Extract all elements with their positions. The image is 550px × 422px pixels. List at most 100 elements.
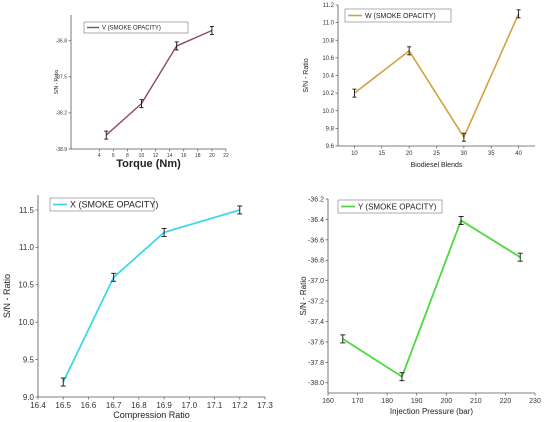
y-tick-label: 11.5 — [19, 206, 35, 215]
legend-label: Y (SMOKE OPACITY) — [358, 202, 437, 211]
y-tick-label: -36.2 — [308, 196, 324, 203]
y-tick-label: 10.2 — [322, 91, 334, 97]
y-tick-label: -38.0 — [308, 380, 324, 387]
x-tick-label: 16.4 — [30, 401, 46, 410]
y-axis-label: S/N - Ratio — [54, 70, 60, 95]
x-axis-label: Injection Pressure (bar) — [390, 407, 473, 416]
x-tick-label: 190 — [411, 398, 423, 405]
x-tick-label: 17.3 — [257, 401, 273, 410]
x-axis-label: Compression Ratio — [113, 410, 190, 420]
x-tick-label: 6 — [112, 153, 115, 159]
data-point — [104, 130, 109, 140]
y-tick-label: 11.2 — [323, 3, 335, 9]
x-tick-label: 16.9 — [156, 401, 172, 410]
chart-panel-2: 10 15 20 25 30 35 40 9.6 9.8 10.0 10.2 10.4 10.6 10.8… — [303, 3, 535, 169]
x-tick-label: 15 — [378, 151, 385, 157]
y-tick-label: 9.6 — [326, 144, 335, 150]
data-point — [399, 372, 405, 382]
y-tick-label: 10.8 — [322, 38, 334, 44]
y-tick-label: 10.6 — [322, 56, 334, 62]
x-tick-label: 16.7 — [106, 401, 122, 410]
x-tick-label: 16.5 — [55, 401, 71, 410]
y-tick-label: -36.4 — [308, 217, 324, 224]
x-tick-label: 200 — [440, 398, 452, 405]
y-axis-label: S/N - Ratio — [2, 274, 12, 318]
series-line — [105, 29, 213, 136]
legend-label: V (SMOKE OPACITY) — [102, 26, 161, 32]
y-tick-label: 10.0 — [18, 318, 34, 327]
legend-label: W (SMOKE OPACITY) — [365, 13, 436, 20]
x-tick-label: 20 — [209, 153, 215, 159]
x-tick-label: 17.1 — [207, 401, 223, 410]
x-tick-label: 30 — [461, 151, 468, 157]
data-point — [461, 132, 466, 142]
y-tick-label: -37.2 — [308, 299, 324, 306]
x-tick-label: 22 — [223, 153, 229, 159]
x-tick-label: 35 — [488, 151, 495, 157]
x-tick-label: 25 — [433, 151, 440, 157]
y-tick-label: 9.0 — [23, 393, 35, 402]
x-tick-label: 16.8 — [131, 401, 147, 410]
x-tick-label: 17.0 — [182, 401, 198, 410]
y-tick-label: 10.5 — [18, 281, 34, 290]
x-tick-label: 16 — [181, 153, 187, 159]
x-tick-label: 210 — [470, 398, 482, 405]
y-tick-label: -37.5 — [56, 75, 68, 81]
legend: X (SMOKE OPACITY) — [49, 197, 158, 212]
legend-box — [83, 21, 189, 34]
data-point — [517, 252, 523, 262]
series-line — [62, 209, 241, 383]
legend-box — [49, 197, 155, 212]
y-tick-label: 11.0 — [323, 21, 335, 27]
legend-label: X (SMOKE OPACITY) — [70, 200, 158, 210]
x-tick-label: 4 — [98, 153, 101, 159]
data-point — [60, 377, 66, 387]
x-tick-label: 10 — [351, 151, 358, 157]
y-tick-label: -38.2 — [56, 111, 68, 117]
x-tick-label: 8 — [126, 153, 129, 159]
data-point — [407, 46, 412, 56]
x-tick-label: 14 — [167, 153, 173, 159]
legend-box — [344, 8, 452, 23]
data-point — [237, 205, 243, 215]
y-tick-label: -37.0 — [308, 278, 324, 285]
data-point — [111, 272, 117, 282]
legend: Y (SMOKE OPACITY) — [337, 199, 443, 214]
y-tick-label: -36.8 — [308, 258, 324, 265]
x-tick-label: 170 — [352, 398, 364, 405]
y-tick-label: 11.0 — [19, 243, 35, 252]
data-point — [340, 334, 346, 344]
y-tick-label: -37.8 — [308, 360, 324, 367]
x-tick-label: 18 — [195, 153, 201, 159]
x-tick-label: 17.2 — [232, 401, 248, 410]
x-tick-label: 20 — [406, 151, 413, 157]
series-line — [353, 13, 520, 138]
x-tick-label: 10 — [139, 153, 145, 159]
legend: V (SMOKE OPACITY) — [83, 21, 189, 34]
y-axis-label: S/N - Ratio — [303, 58, 310, 92]
data-point — [174, 41, 179, 51]
x-tick-label: 230 — [529, 398, 541, 405]
data-point — [161, 227, 167, 237]
y-tick-label: -37.6 — [308, 339, 324, 346]
y-tick-label: 10.4 — [322, 74, 334, 80]
data-point — [458, 215, 464, 225]
y-tick-label: -36.6 — [308, 237, 324, 244]
x-tick-label: 220 — [500, 398, 512, 405]
x-tick-label: 160 — [322, 398, 334, 405]
y-tick-label: -37.4 — [308, 319, 324, 326]
x-tick-label: 180 — [381, 398, 393, 405]
x-axis-label: Torque (Nm) — [116, 158, 181, 170]
y-axis-label: S/N - Ratio — [299, 276, 308, 316]
x-axis-label: Biodiesel Blends — [411, 162, 463, 169]
y-tick-label: 10.0 — [322, 109, 334, 115]
chart-panel-4: 160 170 180 190 200 210 220 230 -38.0 -37.8 -37.6 -… — [299, 196, 541, 416]
legend-box — [337, 199, 443, 214]
chart-panel-1: 4 6 8 10 12 14 16 18 20 22 -38.9 -38.2 -37.5 -36.8 Tor… — [54, 15, 229, 170]
data-point — [516, 9, 521, 19]
x-tick-label: 40 — [515, 151, 522, 157]
chart-panel-3: 16.4 16.5 16.6 16.7 16.8 16.9 17.0 17.1 17.2 17.3… — [2, 195, 273, 420]
x-tick-label: 12 — [153, 153, 159, 159]
data-point — [139, 99, 144, 109]
y-tick-label: 9.5 — [23, 355, 35, 364]
